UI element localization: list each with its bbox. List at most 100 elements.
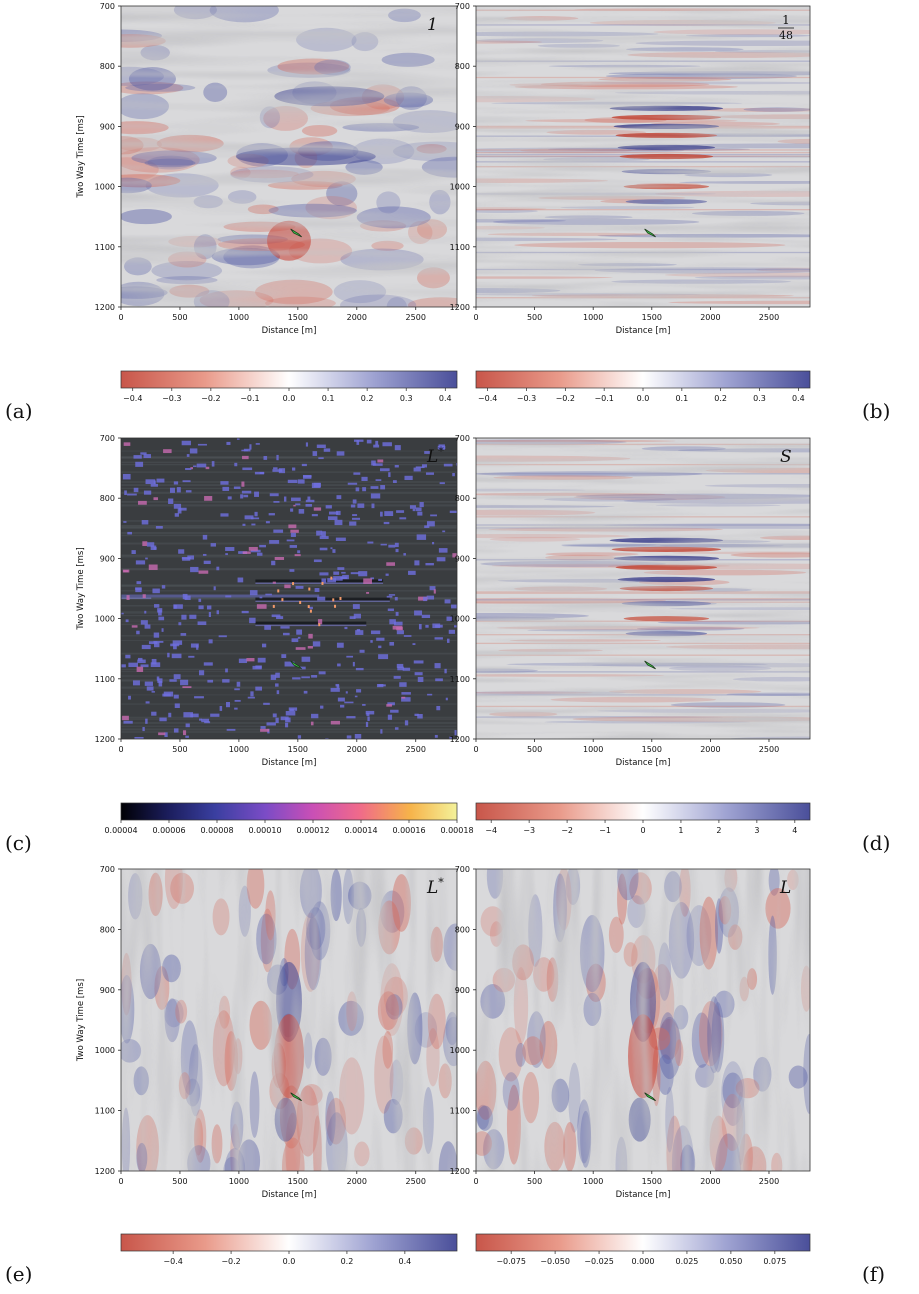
colorbar-tick-label: 0.00010 bbox=[248, 826, 281, 835]
x-tick-label: 0 bbox=[473, 313, 478, 322]
x-tick-label: 2000 bbox=[700, 313, 720, 322]
colorbar: −0.075 −0.050 −0.025 0.000 0.025 0.050 0.075 bbox=[475, 1233, 811, 1266]
x-tick-label: 2500 bbox=[406, 313, 426, 322]
x-axis-label: Distance [m] bbox=[262, 1190, 317, 1200]
colorbar-tick-label: 0 bbox=[640, 826, 645, 835]
y-tick-label: 700 bbox=[455, 865, 470, 874]
colorbar-tick-label: 0.2 bbox=[341, 1257, 354, 1266]
y-tick-label: 1100 bbox=[95, 675, 115, 684]
subfigure-letter: (a) bbox=[5, 399, 33, 423]
y-axis-label: Two Way Time [ms] bbox=[76, 547, 86, 630]
y-tick-label: 700 bbox=[100, 434, 115, 443]
x-tick-label: 0 bbox=[473, 745, 478, 754]
colorbar-tick-label: −1 bbox=[599, 826, 611, 835]
colorbar-tick-label: −0.2 bbox=[556, 394, 575, 403]
colorbar-tick-label: −3 bbox=[523, 826, 535, 835]
x-tick-label: 1500 bbox=[642, 313, 662, 322]
x-tick-label: 0 bbox=[118, 313, 123, 322]
x-axis-label: Distance [m] bbox=[616, 758, 671, 768]
y-tick-label: 900 bbox=[100, 122, 115, 131]
panel-tag: 1 bbox=[427, 15, 438, 35]
x-tick-label: 1500 bbox=[642, 1177, 662, 1186]
x-tick-label: 500 bbox=[527, 745, 542, 754]
x-axis-label: Distance [m] bbox=[616, 1190, 671, 1200]
x-tick-label: 2000 bbox=[347, 1177, 367, 1186]
colorbar-tick-label: −0.2 bbox=[201, 394, 220, 403]
x-tick-label: 1500 bbox=[288, 745, 308, 754]
y-tick-label: 900 bbox=[455, 554, 470, 563]
x-tick-label: 2500 bbox=[759, 313, 779, 322]
y-tick-label: 800 bbox=[100, 62, 115, 71]
y-tick-label: 1000 bbox=[450, 183, 470, 192]
y-tick-label: 1000 bbox=[95, 183, 115, 192]
y-tick-label: 1200 bbox=[450, 735, 470, 744]
x-tick-label: 500 bbox=[527, 1177, 542, 1186]
x-tick-label: 500 bbox=[172, 1177, 187, 1186]
panel-tag-numerator: 1 bbox=[782, 13, 790, 27]
x-tick-label: 500 bbox=[172, 313, 187, 322]
y-tick-label: 1200 bbox=[95, 1167, 115, 1176]
x-tick-label: 1500 bbox=[642, 745, 662, 754]
x-tick-label: 2000 bbox=[700, 1177, 720, 1186]
colorbar-tick-label: 0.050 bbox=[719, 1257, 742, 1266]
y-tick-label: 1200 bbox=[95, 735, 115, 744]
x-tick-label: 1000 bbox=[583, 313, 603, 322]
y-tick-label: 900 bbox=[100, 986, 115, 995]
marker-icon bbox=[290, 228, 302, 238]
y-tick-label: 800 bbox=[100, 925, 115, 934]
colorbar-tick-label: 0.3 bbox=[400, 394, 413, 403]
colorbar-tick-label: 0.025 bbox=[675, 1257, 698, 1266]
colorbar-tick-label: −0.4 bbox=[123, 394, 142, 403]
y-tick-label: 900 bbox=[455, 986, 470, 995]
colorbar-tick-label: −2 bbox=[561, 826, 573, 835]
colorbar-tick-label: 0.0 bbox=[637, 394, 650, 403]
y-tick-label: 800 bbox=[100, 494, 115, 503]
colorbar-tick-label: 0.1 bbox=[675, 394, 688, 403]
colorbar-tick-label: 0.2 bbox=[361, 394, 374, 403]
colorbar-tick-label: 0.00006 bbox=[152, 826, 185, 835]
colorbar-tick-label: −0.050 bbox=[540, 1257, 570, 1266]
marker-icon bbox=[290, 660, 302, 670]
y-axis-label: Two Way Time [ms] bbox=[76, 979, 86, 1062]
panel-tag: S bbox=[780, 447, 792, 467]
y-tick-label: 900 bbox=[100, 554, 115, 563]
y-tick-label: 1100 bbox=[95, 243, 115, 252]
panel-tag: L bbox=[779, 878, 791, 898]
y-tick-label: 1200 bbox=[95, 303, 115, 312]
colorbar-tick-label: 3 bbox=[754, 826, 759, 835]
colorbar-tick-label: −0.1 bbox=[594, 394, 613, 403]
x-tick-label: 0 bbox=[118, 745, 123, 754]
colorbar-tick-label: −0.3 bbox=[517, 394, 536, 403]
colorbar-tick-label: 0.00004 bbox=[104, 826, 137, 835]
marker-icon bbox=[644, 1092, 656, 1102]
x-tick-label: 1000 bbox=[229, 313, 249, 322]
colorbar: −0.4 −0.3 −0.2 −0.1 0.0 0.1 0.2 0.3 0.4 bbox=[475, 370, 811, 403]
colorbar-tick-label: −4 bbox=[485, 826, 497, 835]
colorbar-tick-label: 0.0 bbox=[283, 1257, 296, 1266]
colorbar-tick-label: 0.2 bbox=[714, 394, 727, 403]
x-tick-label: 1000 bbox=[229, 1177, 249, 1186]
y-tick-label: 1000 bbox=[450, 615, 470, 624]
colorbar-tick-label: −0.4 bbox=[478, 394, 497, 403]
marker-icon bbox=[644, 228, 656, 238]
x-tick-label: 2500 bbox=[759, 745, 779, 754]
y-tick-label: 1000 bbox=[450, 1046, 470, 1055]
x-tick-label: 1500 bbox=[288, 1177, 308, 1186]
x-tick-label: 1500 bbox=[288, 313, 308, 322]
y-tick-label: 1100 bbox=[450, 675, 470, 684]
x-axis-label: Distance [m] bbox=[262, 326, 317, 336]
x-tick-label: 0 bbox=[473, 1177, 478, 1186]
x-axis-label: Distance [m] bbox=[616, 326, 671, 336]
colorbar-tick-label: −0.025 bbox=[584, 1257, 614, 1266]
y-tick-label: 1200 bbox=[450, 303, 470, 312]
x-tick-label: 2000 bbox=[347, 313, 367, 322]
colorbar-tick-label: 0.00008 bbox=[200, 826, 233, 835]
y-tick-label: 800 bbox=[455, 925, 470, 934]
x-tick-label: 2000 bbox=[700, 745, 720, 754]
x-tick-label: 0 bbox=[118, 1177, 123, 1186]
colorbar-tick-label: 0.00012 bbox=[296, 826, 329, 835]
subfigure-letter: (d) bbox=[862, 831, 890, 855]
colorbar-tick-label: 0.075 bbox=[763, 1257, 786, 1266]
x-tick-label: 2500 bbox=[759, 1177, 779, 1186]
